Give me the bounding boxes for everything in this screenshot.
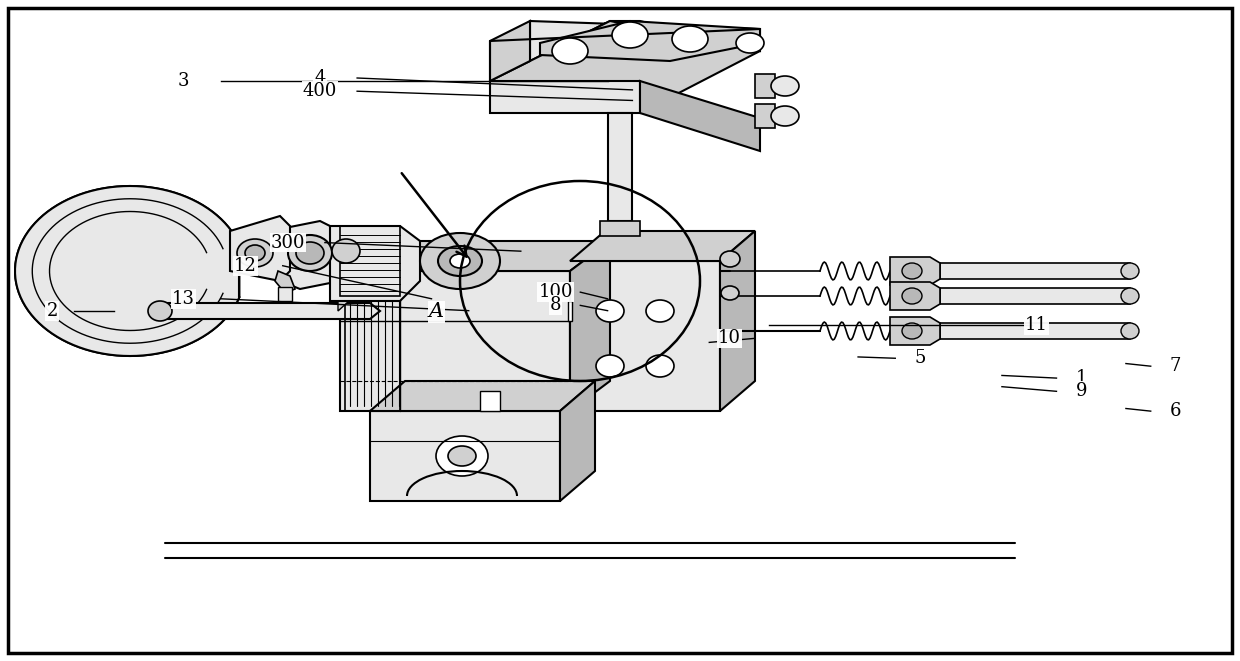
Ellipse shape <box>613 22 649 48</box>
Polygon shape <box>539 21 760 61</box>
Ellipse shape <box>672 26 708 52</box>
Text: A: A <box>429 303 444 321</box>
Polygon shape <box>229 216 290 281</box>
Ellipse shape <box>332 239 360 263</box>
Ellipse shape <box>596 300 624 322</box>
Ellipse shape <box>901 323 923 339</box>
Ellipse shape <box>420 233 500 289</box>
Polygon shape <box>340 271 570 411</box>
Polygon shape <box>15 186 239 356</box>
Polygon shape <box>275 271 295 293</box>
Polygon shape <box>529 21 760 61</box>
Ellipse shape <box>901 263 923 279</box>
Polygon shape <box>940 323 1130 339</box>
Polygon shape <box>490 81 640 113</box>
Text: 1: 1 <box>1075 369 1087 387</box>
Text: 2: 2 <box>46 301 58 320</box>
Polygon shape <box>720 231 755 411</box>
Ellipse shape <box>148 301 172 321</box>
Polygon shape <box>570 231 755 261</box>
Ellipse shape <box>1121 263 1140 279</box>
Ellipse shape <box>438 246 482 276</box>
Ellipse shape <box>720 286 739 300</box>
Text: 5: 5 <box>914 349 926 368</box>
Ellipse shape <box>246 245 265 261</box>
Text: 6: 6 <box>1169 402 1182 420</box>
Polygon shape <box>568 301 572 321</box>
Polygon shape <box>570 261 720 411</box>
Ellipse shape <box>237 239 273 267</box>
Text: 8: 8 <box>549 296 562 315</box>
Polygon shape <box>755 104 775 128</box>
Ellipse shape <box>448 446 476 466</box>
Text: 10: 10 <box>718 329 740 348</box>
Text: 400: 400 <box>303 82 337 100</box>
Polygon shape <box>640 81 760 151</box>
Polygon shape <box>608 113 632 221</box>
Polygon shape <box>339 251 360 311</box>
Polygon shape <box>600 221 640 236</box>
Polygon shape <box>570 241 610 411</box>
Text: 12: 12 <box>234 256 257 275</box>
Polygon shape <box>370 381 595 411</box>
Ellipse shape <box>771 106 799 126</box>
Ellipse shape <box>646 300 675 322</box>
Ellipse shape <box>901 288 923 304</box>
Ellipse shape <box>1121 288 1140 304</box>
Polygon shape <box>278 287 291 301</box>
Text: 13: 13 <box>172 290 195 308</box>
Polygon shape <box>262 221 340 289</box>
Polygon shape <box>160 303 379 319</box>
Polygon shape <box>940 288 1130 304</box>
Polygon shape <box>890 282 940 310</box>
Polygon shape <box>370 411 560 501</box>
Polygon shape <box>890 257 940 285</box>
Ellipse shape <box>1121 323 1140 339</box>
Ellipse shape <box>288 235 332 271</box>
Polygon shape <box>560 381 595 501</box>
Ellipse shape <box>646 355 675 377</box>
Polygon shape <box>490 21 760 113</box>
Ellipse shape <box>552 38 588 64</box>
Polygon shape <box>330 226 420 301</box>
Ellipse shape <box>596 355 624 377</box>
Polygon shape <box>340 241 610 271</box>
Text: 11: 11 <box>1025 316 1048 334</box>
Text: 9: 9 <box>1075 382 1087 401</box>
Ellipse shape <box>450 254 470 268</box>
Polygon shape <box>15 186 239 356</box>
Polygon shape <box>755 74 775 98</box>
Ellipse shape <box>771 76 799 96</box>
Polygon shape <box>890 317 940 345</box>
Text: 4: 4 <box>314 69 326 87</box>
Ellipse shape <box>737 33 764 53</box>
Ellipse shape <box>436 436 489 476</box>
Text: 300: 300 <box>270 233 305 252</box>
Ellipse shape <box>296 242 324 264</box>
Ellipse shape <box>720 251 740 267</box>
Text: 100: 100 <box>538 283 573 301</box>
Polygon shape <box>940 263 1130 279</box>
Text: 3: 3 <box>177 71 190 90</box>
Polygon shape <box>490 21 529 81</box>
Text: 7: 7 <box>1169 357 1182 375</box>
Polygon shape <box>480 391 500 411</box>
